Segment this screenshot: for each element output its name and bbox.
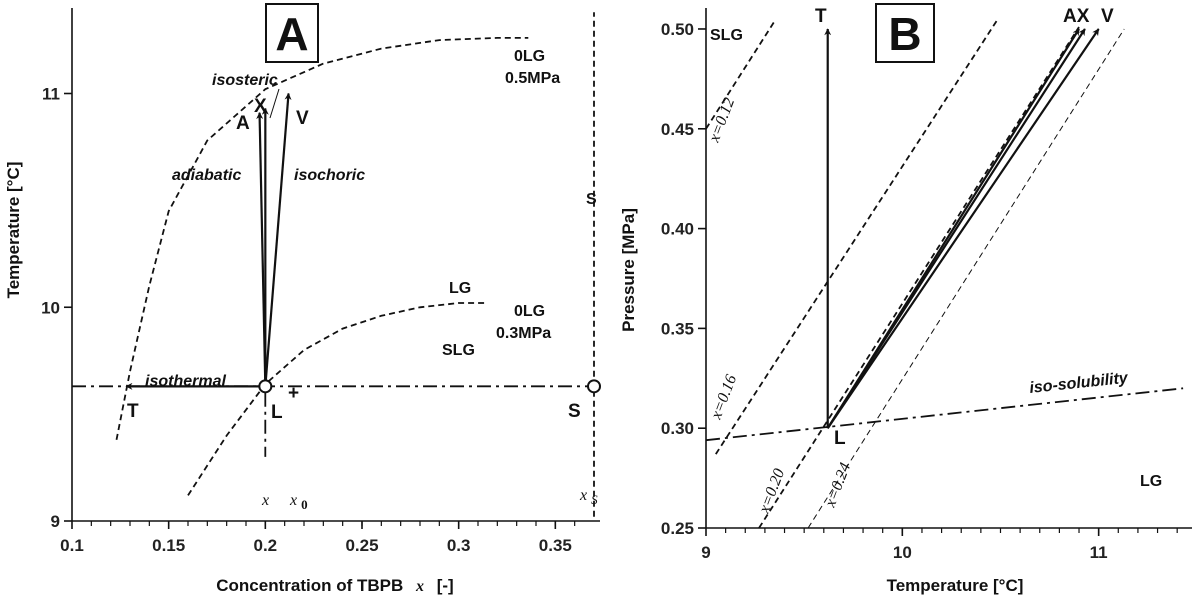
- y-tick-label: 0.30: [661, 419, 694, 438]
- y-tick-label: 11: [42, 85, 60, 104]
- panel-b-ticks: 9 10 11 0.25 0.30 0.35 0.40 0.45 0.50: [661, 20, 1178, 562]
- label-0.5mpa: 0.5MPa: [505, 70, 560, 87]
- label-xs-sub: S: [591, 492, 598, 507]
- x-tick-label: 10: [893, 543, 912, 562]
- region-label-s: S: [586, 191, 597, 208]
- panel-a-curves: [72, 12, 595, 517]
- label-x-0.24: x=0.24: [822, 460, 855, 510]
- label-x: x: [261, 492, 269, 509]
- label-x-0.16: x=0.16: [708, 372, 741, 422]
- panel-a-letter-box: [265, 3, 319, 63]
- point-label-l: L: [271, 402, 283, 423]
- point-label-l-b: L: [834, 428, 846, 449]
- x-tick-label: 0.3: [447, 536, 471, 555]
- label-0.3mpa: 0.3MPa: [496, 325, 551, 342]
- y-tick-label: 0.50: [661, 20, 694, 39]
- curve-x-0.12: [705, 20, 776, 130]
- panel-a-x-title-unit: [-]: [437, 576, 454, 595]
- region-label-slg: SLG: [442, 342, 475, 359]
- curve-x-0.20: [758, 26, 1080, 529]
- panel-b-letter-box: [875, 3, 935, 63]
- panel-b-letter: B: [888, 8, 921, 60]
- x-tick-label: 0.1: [60, 536, 84, 555]
- region-label-slg-b: SLG: [710, 27, 743, 44]
- label-x0-sub: 0: [301, 497, 308, 512]
- y-tick-label: 9: [51, 512, 60, 531]
- x-tick-label: 0.15: [152, 536, 185, 555]
- x-tick-label: 0.25: [345, 536, 378, 555]
- x-tick-label: 9: [701, 543, 710, 562]
- curve-iso-solubility: [705, 387, 1184, 442]
- panel-b-curves: [705, 20, 1184, 529]
- point-marker-l: [258, 379, 273, 394]
- x-tick-label: 0.2: [254, 536, 278, 555]
- isosteric-leader-line: [269, 88, 280, 119]
- panel-a-chart: 0.1 0.15 0.2 0.25 0.3 0.35 9 10 11 Temperature […: [4, 3, 601, 595]
- arrow-v: [826, 28, 1100, 429]
- point-label-v: V: [296, 108, 309, 129]
- point-label-x: X: [254, 96, 267, 117]
- y-tick-label: 10: [41, 298, 60, 317]
- y-tick-label: 0.45: [661, 120, 694, 139]
- point-label-ax-b: AX: [1063, 6, 1090, 27]
- curve-0lg-0.5mpa: [115, 37, 529, 440]
- curve-x-0.24: [807, 28, 1125, 529]
- panel-a-x-axis-title: Concentration of TBPB x [-]: [216, 576, 453, 595]
- panel-a-x-title-main: Concentration of TBPB: [216, 576, 403, 595]
- label-xs-base: x: [579, 487, 587, 504]
- curve-x-0.16: [715, 20, 998, 455]
- panel-a-arrows: [125, 92, 292, 390]
- panel-a-letter: A: [275, 8, 308, 60]
- panel-a-points: [258, 379, 601, 394]
- label-0lg-0.5mpa-top: 0LG: [514, 48, 545, 65]
- label-x-0.12: x=0.12: [706, 95, 739, 145]
- label-adiabatic: adiabatic: [172, 167, 241, 184]
- x-tick-label: 0.35: [539, 536, 572, 555]
- label-isothermal: isothermal: [145, 373, 226, 390]
- x-tick-label: 11: [1090, 543, 1108, 562]
- label-isochoric: isochoric: [294, 167, 365, 184]
- label-isosteric: isosteric: [212, 72, 278, 89]
- y-tick-label: 0.25: [661, 519, 694, 538]
- point-label-s: S: [568, 401, 581, 422]
- point-label-t: T: [127, 401, 139, 422]
- label-x0: x 0: [289, 492, 308, 512]
- panel-a-ticks: 0.1 0.15 0.2 0.25 0.3 0.35 9 10 11: [41, 85, 576, 555]
- curve-0lg-0.3mpa: [187, 302, 488, 496]
- label-xs: x S: [579, 487, 598, 507]
- point-label-v-b: V: [1101, 6, 1114, 27]
- plus-marker: +: [288, 383, 299, 404]
- panel-b-x-axis-title: Temperature [°C]: [887, 576, 1024, 595]
- panel-b-arrows: [824, 28, 1100, 429]
- point-label-t-b: T: [815, 6, 827, 27]
- label-0lg-0.3mpa-top: 0LG: [514, 303, 545, 320]
- panel-b-chart: 9 10 11 0.25 0.30 0.35 0.40 0.45 0.50 Pressure […: [619, 3, 1192, 595]
- point-marker-s: [587, 379, 601, 394]
- label-x0-base: x: [289, 492, 297, 509]
- panel-a-x-title-var: x: [415, 578, 424, 595]
- panel-a-y-axis-title: Temperature [°C]: [4, 162, 23, 299]
- region-label-lg: LG: [449, 280, 471, 297]
- label-iso-solubility: iso-solubility: [1029, 370, 1130, 397]
- panel-b-y-axis-title: Pressure [MPa]: [619, 208, 638, 332]
- arrow-x: [826, 28, 1086, 429]
- region-label-lg-b: LG: [1140, 473, 1162, 490]
- y-tick-label: 0.35: [661, 319, 694, 338]
- arrow-isochoric: [264, 92, 292, 387]
- y-tick-label: 0.40: [661, 220, 694, 239]
- point-label-a: A: [236, 113, 250, 134]
